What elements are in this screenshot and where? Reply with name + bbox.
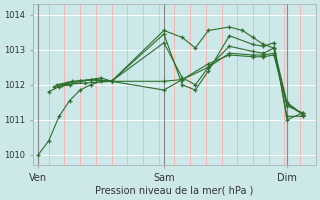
X-axis label: Pression niveau de la mer( hPa ): Pression niveau de la mer( hPa ) <box>95 186 253 196</box>
